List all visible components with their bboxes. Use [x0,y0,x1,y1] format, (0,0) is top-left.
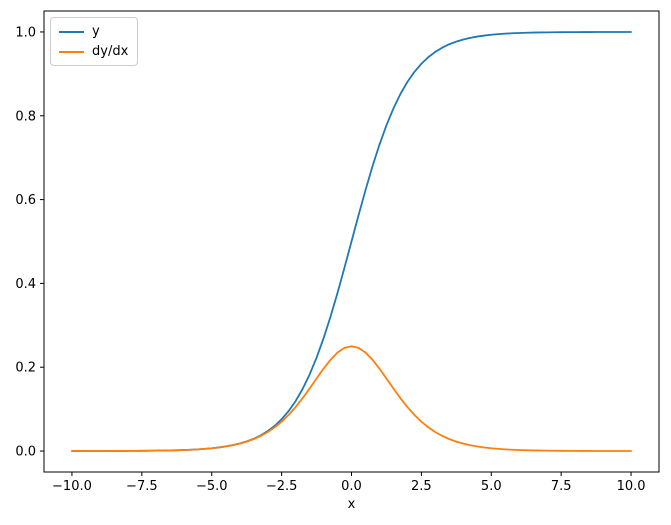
x-axis-label: x [347,497,356,512]
y-tick-label: 1.0 [15,25,36,40]
y-tick-label: 0.8 [15,109,36,124]
x-tick-label: −10.0 [52,479,92,494]
x-tick-label: −5.0 [196,479,228,494]
x-tick-label: 0.0 [341,479,362,494]
x-tick-label: 10.0 [617,479,646,494]
legend-item-dydx: dy/dx [59,43,128,60]
y-tick-label: 0.0 [15,445,36,460]
legend-swatch-dydx [59,50,84,53]
legend: y dy/dx [50,17,139,66]
legend-item-y: y [59,23,128,40]
series-line-y [71,31,632,452]
x-tick-label: −2.5 [266,479,298,494]
y-tick-label: 0.4 [15,277,36,292]
x-tick-label: 7.5 [551,479,572,494]
x-tick-label: 2.5 [411,479,432,494]
x-tick-label: 5.0 [481,479,502,494]
legend-label-dydx: dy/dx [92,44,129,59]
y-tick-label: 0.6 [15,193,36,208]
y-tick-label: 0.2 [15,361,36,376]
series-line-dy-dx [71,345,632,452]
x-tick-label: −7.5 [126,479,158,494]
legend-label-y: y [92,24,100,39]
legend-swatch-y [59,30,84,33]
